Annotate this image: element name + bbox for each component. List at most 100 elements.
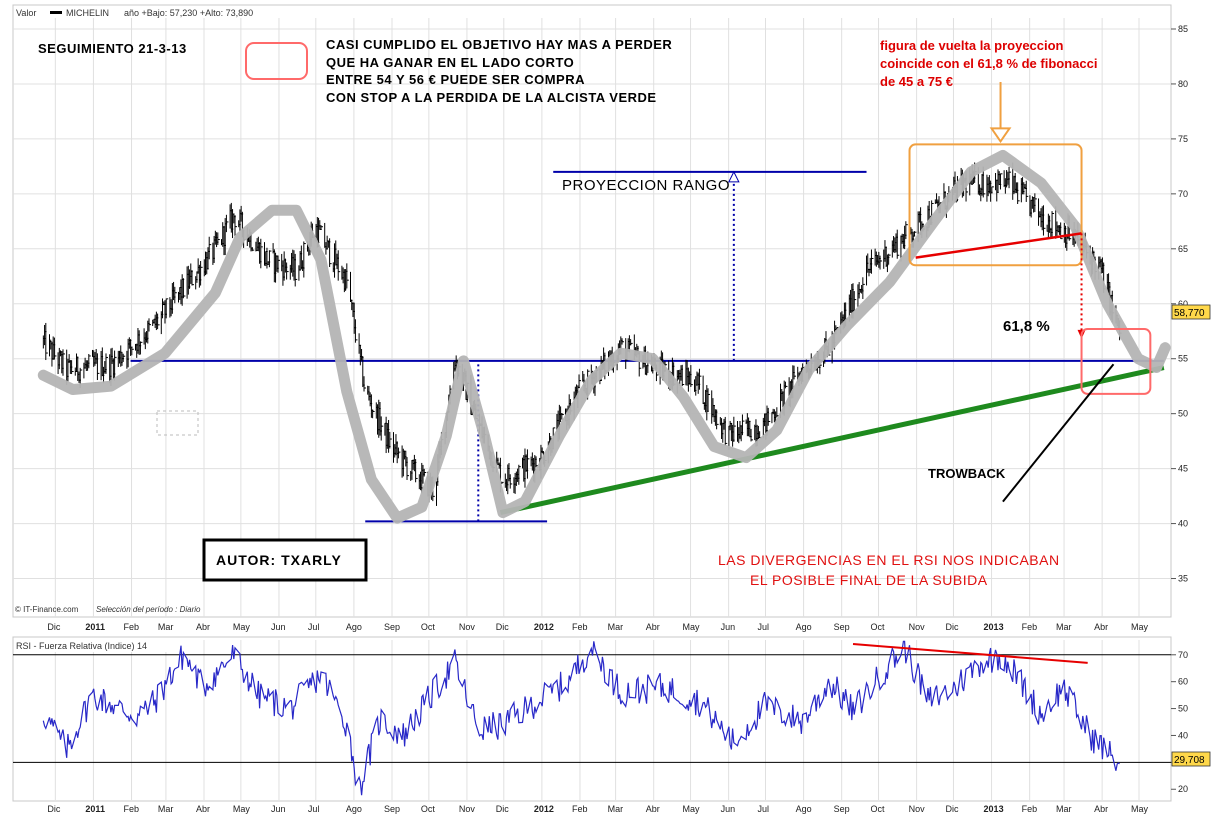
month-tick-label: Oct [871, 622, 886, 632]
price-tick-label: 40 [1178, 519, 1188, 529]
rsi-badge-bg [1171, 751, 1211, 767]
price-tick-label: 50 [1178, 409, 1188, 419]
price-last-value-badge: 58,770 [1171, 304, 1211, 320]
rsi-tick-label: 40 [1178, 730, 1188, 740]
month-tick-label: Feb [1022, 622, 1038, 632]
rsi-last-value-badge: 29,708 [1171, 751, 1211, 767]
rsi-month-tick-label: Jun [271, 804, 286, 814]
author-box [202, 538, 368, 582]
rsi-month-tick-label: Ago [796, 804, 812, 814]
month-tick-label: Oct [421, 622, 436, 632]
series-name: MICHELIN [66, 8, 109, 18]
month-tick-label: 2011 [85, 622, 105, 632]
rsi-tick-label: 60 [1178, 677, 1188, 687]
projection-label: PROYECCION RANGO [562, 177, 730, 194]
month-tick-label: May [1131, 622, 1149, 632]
divergence-note-line: EL POSIBLE FINAL DE LA SUBIDA [750, 572, 988, 588]
month-tick-label: Ago [346, 622, 362, 632]
rsi-month-tick-label: Dic [496, 804, 509, 814]
rsi-month-tick-label: Feb [572, 804, 588, 814]
throwback-label: TROWBACK [928, 466, 1006, 481]
month-tick-label: Sep [834, 622, 850, 632]
rsi-month-tick-label: Abr [1094, 804, 1108, 814]
month-tick-label: 2012 [534, 622, 554, 632]
neckline-red-line [915, 232, 1082, 259]
price-tick-label: 60 [1178, 299, 1188, 309]
month-tick-label: Jul [308, 622, 320, 632]
source-credit: © IT-Finance.com [15, 605, 79, 614]
rsi-month-tick-label: May [683, 804, 701, 814]
price-tick-label: 75 [1178, 134, 1188, 144]
fibonacci-label: 61,8 % [1003, 318, 1050, 335]
month-tick-label: Mar [158, 622, 174, 632]
price-series [42, 162, 1122, 506]
head-shoulders-box [908, 143, 1083, 267]
rsi-tick-label: 70 [1178, 650, 1188, 660]
price-badge-bg [1171, 304, 1211, 320]
month-tick-label: Nov [909, 622, 926, 632]
rsi-series [42, 640, 1120, 796]
rsi-line [42, 640, 1120, 796]
price-tick-label: 80 [1178, 79, 1188, 89]
month-tick-label: Nov [459, 622, 476, 632]
legend-box [245, 42, 308, 80]
rsi-month-tick-label: 2013 [984, 804, 1004, 814]
rsi-month-tick-label: Ago [346, 804, 362, 814]
month-tick-label: Abr [646, 622, 660, 632]
figure-note-line: coincide con el 61,8 % de fibonacci [880, 56, 1097, 71]
rsi-month-tick-label: Feb [1022, 804, 1038, 814]
month-tick-label: Jun [271, 622, 286, 632]
month-tick-label: Sep [384, 622, 400, 632]
projection-arrowhead [728, 170, 740, 183]
price-tick-label: 55 [1178, 354, 1188, 364]
month-tick-label: May [683, 622, 701, 632]
month-tick-label: Feb [572, 622, 588, 632]
main-note-line: QUE HA GANAR EN EL LADO CORTO [326, 55, 574, 70]
rsi-annotations [852, 643, 1088, 664]
rsi-last-value: 29,708 [1174, 755, 1205, 766]
rsi-month-tick-label: Oct [871, 804, 886, 814]
month-tick-label: Abr [1094, 622, 1108, 632]
month-axis: Dic Dic 2011 2011 Feb Feb Mar Mar Abr Abr May May Ju… [47, 622, 1148, 814]
rsi-month-tick-label: Jul [757, 804, 769, 814]
valor-label: Valor [16, 8, 36, 18]
figure-note-line: de 45 a 75 € [880, 74, 953, 89]
rsi-panel-frame [12, 636, 1172, 802]
rsi-month-tick-label: Abr [196, 804, 210, 814]
selection-placeholder [156, 410, 199, 436]
rsi-month-tick-label: Dic [47, 804, 60, 814]
rsi-month-tick-label: Mar [158, 804, 174, 814]
rsi-month-tick-label: Jul [308, 804, 320, 814]
series-swatch [50, 11, 62, 14]
rsi-month-tick-label: May [233, 804, 251, 814]
price-y-axis: 35 40 45 50 55 60 65 70 75 80 85 [1171, 24, 1188, 584]
range-text: año +Bajo: 57,230 +Alto: 73,890 [124, 8, 253, 18]
month-tick-label: 2013 [984, 622, 1004, 632]
tracking-title: SEGUIMIENTO 21-3-13 [38, 41, 187, 56]
rsi-month-tick-label: Sep [834, 804, 850, 814]
rsi-title: RSI - Fuerza Relativa (Indice) 14 [16, 641, 147, 651]
freehand-wave-curve [37, 149, 1171, 524]
main-note: CASI CUMPLIDO EL OBJETIVO HAY MAS A PERD… [326, 37, 672, 105]
rsi-month-tick-label: Sep [384, 804, 400, 814]
month-tick-label: Dic [945, 622, 958, 632]
price-tick-label: 85 [1178, 24, 1188, 34]
month-tick-label: Jul [757, 622, 769, 632]
rsi-month-tick-label: Jun [721, 804, 736, 814]
rsi-month-tick-label: Mar [608, 804, 624, 814]
figure-note: figura de vuelta la proyeccion coincide … [880, 38, 1097, 89]
month-tick-label: Abr [196, 622, 210, 632]
month-tick-label: Mar [608, 622, 624, 632]
main-note-line: ENTRE 54 Y 56 € PUEDE SER COMPRA [326, 72, 585, 87]
month-tick-label: May [233, 622, 251, 632]
month-tick-label: Dic [496, 622, 509, 632]
rsi-month-tick-label: 2012 [534, 804, 554, 814]
month-tick-label: Feb [124, 622, 140, 632]
target-zone-box [1080, 328, 1152, 395]
rsi-month-tick-label: May [1131, 804, 1149, 814]
rsi-month-tick-label: Dic [945, 804, 958, 814]
main-note-line: CON STOP A LA PERDIDA DE LA ALCISTA VERD… [326, 90, 657, 105]
divergence-note-line: LAS DIVERGENCIAS EN EL RSI NOS INDICABAN [718, 552, 1060, 568]
